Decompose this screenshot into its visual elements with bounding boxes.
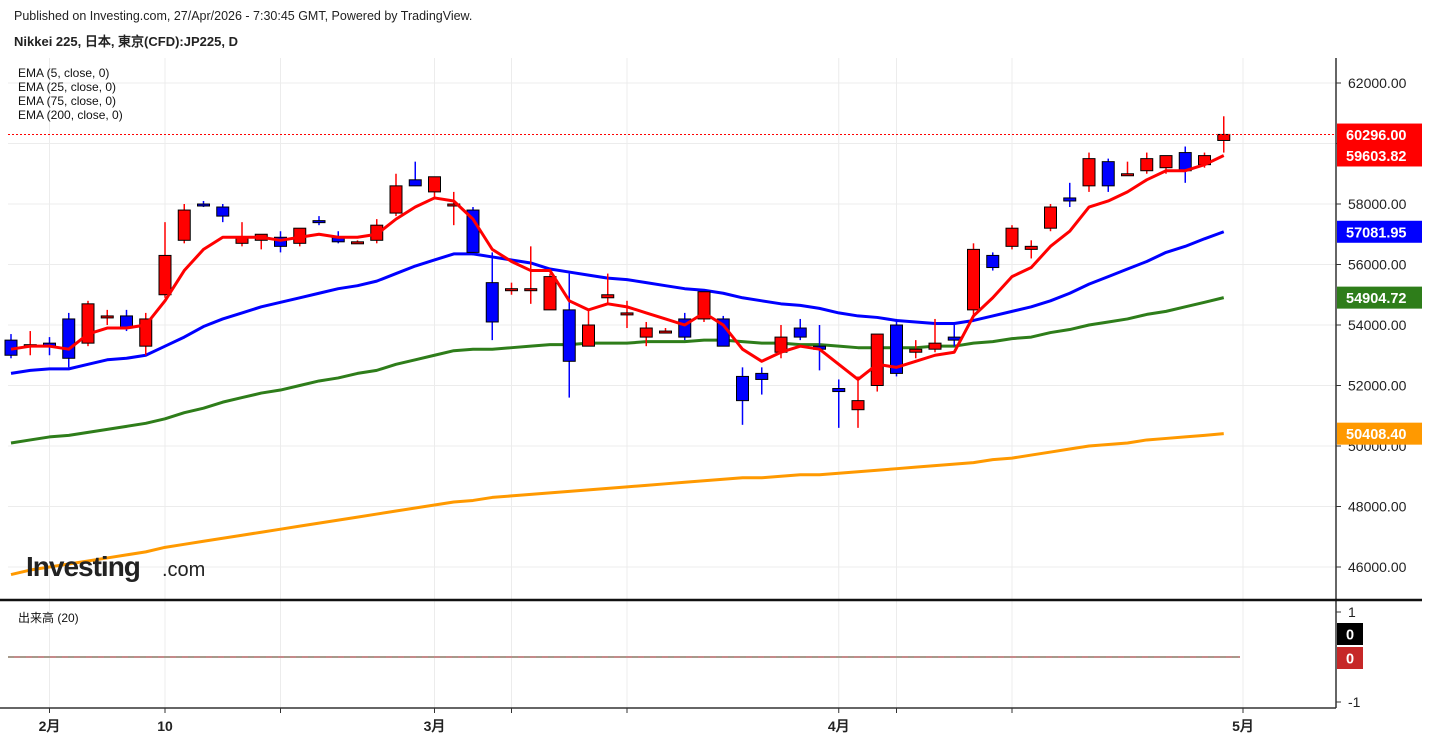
candle-body-45 xyxy=(870,333,884,387)
candle-body-54 xyxy=(1044,206,1057,229)
legend-ema75: EMA (75, close, 0) xyxy=(18,94,116,108)
candle-body-34 xyxy=(659,330,672,334)
candle-body-11 xyxy=(216,206,230,217)
price-tick-label-8: 62000.00 xyxy=(1348,75,1407,91)
volume-pane[interactable]: 出来高 (20) -1 1 0 0 xyxy=(0,598,1422,710)
legend-ema5: EMA (5, close, 0) xyxy=(18,66,109,80)
price-tick-label-3: 52000.00 xyxy=(1348,378,1407,394)
ema-200-close-0-line xyxy=(10,432,1224,577)
candle-body-41 xyxy=(793,327,807,338)
price-tick-label-5: 56000.00 xyxy=(1348,257,1407,273)
candles-group xyxy=(4,116,1231,428)
candle-body-60 xyxy=(1159,155,1173,169)
grid-lines xyxy=(8,58,1336,708)
candle-body-26 xyxy=(505,288,518,292)
ema25-line-group xyxy=(10,230,1225,375)
investing-logo: Investing .com xyxy=(26,551,205,582)
time-tick-label-2: 3月 xyxy=(424,718,446,734)
time-tick-label-0: 2月 xyxy=(39,718,61,734)
candle-body-44 xyxy=(851,400,865,411)
candle-body-49 xyxy=(947,336,961,341)
ema-legend: EMA (5, close, 0) EMA (25, close, 0) EMA… xyxy=(18,66,123,122)
time-tick-label-4: 5月 xyxy=(1232,718,1254,734)
volume-badge-0-box xyxy=(1337,623,1363,645)
ema5-line-group xyxy=(10,154,1225,381)
candle-body-20 xyxy=(389,185,403,214)
candle-body-59 xyxy=(1140,158,1154,172)
candle-body-8 xyxy=(158,254,172,296)
ema-75-close-0-line xyxy=(10,296,1225,445)
candle-body-14 xyxy=(274,236,287,247)
candle-body-18 xyxy=(351,241,364,245)
published-line: Published on Investing.com, 27/Apr/2026 … xyxy=(14,9,473,23)
candle-body-30 xyxy=(582,324,595,347)
price-tick-label-4: 54000.00 xyxy=(1348,317,1407,333)
ema75-line-group xyxy=(10,296,1225,445)
ema-badge-1-text: 57081.95 xyxy=(1346,225,1406,241)
candle-body-22 xyxy=(428,176,441,193)
symbol-title: Nikkei 225, 日本, 東京(CFD):JP225, D xyxy=(14,34,238,49)
ema-badge-2-box xyxy=(1337,286,1422,309)
candle-body-25 xyxy=(485,282,499,323)
candle-body-5 xyxy=(100,315,114,319)
candle-body-36 xyxy=(697,291,711,320)
ema-badge-2-text: 54904.72 xyxy=(1346,291,1406,307)
candle-body-50 xyxy=(967,248,980,311)
candle-body-10 xyxy=(197,203,210,207)
candle-body-27 xyxy=(524,288,538,292)
candle-body-53 xyxy=(1024,245,1038,250)
volume-badge-1-box xyxy=(1337,647,1363,669)
investing-logo-brand: Investing xyxy=(26,551,140,582)
candle-body-58 xyxy=(1121,173,1134,177)
candle-body-48 xyxy=(928,342,942,350)
legend-ema25: EMA (25, close, 0) xyxy=(18,80,116,94)
volume-tick-label-1: 1 xyxy=(1348,604,1356,620)
price-tick-label-6: 58000.00 xyxy=(1348,196,1407,212)
candle-body-9 xyxy=(177,209,191,241)
candle-body-31 xyxy=(601,294,615,299)
investing-logo-suffix: .com xyxy=(162,559,205,581)
volume-title: 出来高 (20) xyxy=(18,610,79,625)
volume-badge-0-text: 0 xyxy=(1346,628,1354,644)
ema-badge-1-box xyxy=(1337,220,1422,243)
ema-badge-0-box xyxy=(1337,144,1422,167)
candle-body-47 xyxy=(909,348,923,353)
candle-body-28 xyxy=(543,276,557,311)
candle-body-16 xyxy=(312,220,326,224)
ema200-line-group xyxy=(10,432,1224,577)
price-tick-label-0: 46000.00 xyxy=(1348,559,1407,575)
volume-badge-1-text: 0 xyxy=(1346,652,1354,668)
candle-body-55 xyxy=(1063,197,1077,202)
candle-body-38 xyxy=(736,375,749,402)
candle-body-63 xyxy=(1217,133,1231,141)
ema-5-close-0-line xyxy=(10,154,1225,381)
ema-25-close-0-line xyxy=(10,230,1225,375)
candle-body-39 xyxy=(755,372,769,380)
time-tick-label-3: 4月 xyxy=(828,718,850,734)
ema-badge-3-box xyxy=(1337,422,1422,445)
price-badges: 60296.00 59603.82 57081.95 54904.72 50408.40 xyxy=(1337,123,1422,445)
time-tick-label-1: 10 xyxy=(157,718,173,734)
candle-body-51 xyxy=(986,254,1000,269)
candle-body-3 xyxy=(62,318,76,359)
legend-ema200: EMA (200, close, 0) xyxy=(18,108,123,122)
candle-body-29 xyxy=(562,309,576,362)
candle-body-57 xyxy=(1101,161,1115,187)
volume-tick-label-0: -1 xyxy=(1348,694,1361,710)
last-price-badge-text: 60296.00 xyxy=(1346,128,1406,144)
ema-badge-3-text: 50408.40 xyxy=(1346,427,1406,443)
candle-body-32 xyxy=(620,312,634,316)
price-tick-label-1: 48000.00 xyxy=(1348,499,1407,515)
candle-body-21 xyxy=(408,179,422,187)
candle-body-43 xyxy=(832,388,846,393)
ema-badge-0-text: 59603.82 xyxy=(1346,149,1406,165)
candle-body-33 xyxy=(639,327,653,338)
candle-body-46 xyxy=(890,324,903,374)
candle-body-52 xyxy=(1005,227,1019,247)
last-price-badge-box xyxy=(1337,123,1422,146)
candle-body-56 xyxy=(1082,158,1096,187)
time-axis[interactable]: 2月 10 3月 4月 5月 xyxy=(0,707,1336,734)
